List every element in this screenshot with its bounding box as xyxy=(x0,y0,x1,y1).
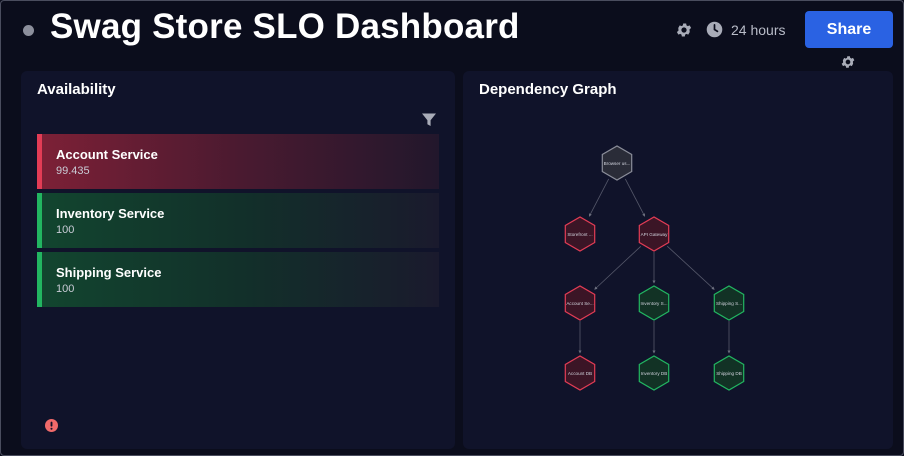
dependency-graph-title: Dependency Graph xyxy=(479,81,617,98)
graph-edge xyxy=(624,178,646,217)
page-title: Swag Store SLO Dashboard xyxy=(50,7,520,46)
node-hexagon xyxy=(601,145,633,181)
graph-node-api[interactable]: API Gateway xyxy=(638,216,670,252)
service-value: 99.435 xyxy=(56,165,90,177)
availability-title: Availability xyxy=(37,81,116,98)
node-label: Shipping DB xyxy=(716,371,742,376)
service-row-inventory[interactable]: Inventory Service 100 xyxy=(37,193,439,248)
node-hexagon xyxy=(713,355,745,391)
alert-icon[interactable] xyxy=(45,419,58,432)
graph-node-inventory-db[interactable]: Inventory DB xyxy=(638,355,670,391)
clock-icon[interactable] xyxy=(706,21,723,38)
time-range-selector[interactable]: 24 hours xyxy=(731,22,786,38)
dependency-graph: Browser us... Storefront ... API Gateway Ac… xyxy=(564,145,745,391)
node-label: Shipping S... xyxy=(716,301,742,306)
dependency-graph-panel: Dependency Graph Browser us... Storefront… xyxy=(463,71,893,449)
service-list: Account Service 99.435 Inventory Service… xyxy=(37,134,439,311)
share-button[interactable]: Share xyxy=(805,11,893,48)
graph-node-shipping[interactable]: Shipping S... xyxy=(713,285,745,321)
node-hexagon xyxy=(638,216,670,252)
graph-node-account[interactable]: Account Se... xyxy=(564,285,596,321)
gear-icon[interactable] xyxy=(675,21,693,39)
service-value: 100 xyxy=(56,224,75,236)
node-label: Storefront ... xyxy=(567,232,592,237)
graph-edge xyxy=(594,245,642,290)
node-label: Inventory S... xyxy=(640,301,667,306)
filter-icon[interactable] xyxy=(422,113,436,127)
node-hexagon xyxy=(713,285,745,321)
node-label: Browser us... xyxy=(604,161,631,166)
graph-node-storefront[interactable]: Storefront ... xyxy=(564,216,596,252)
node-label: Account Se... xyxy=(566,301,593,306)
graph-node-inventory[interactable]: Inventory S... xyxy=(638,285,670,321)
graph-node-shipping-db[interactable]: Shipping DB xyxy=(713,355,745,391)
node-label: Account DB xyxy=(568,371,592,376)
node-hexagon xyxy=(638,285,670,321)
node-hexagon xyxy=(564,285,596,321)
service-row-account[interactable]: Account Service 99.435 xyxy=(37,134,439,189)
node-label: API Gateway xyxy=(641,232,669,237)
node-hexagon xyxy=(564,355,596,391)
status-dot xyxy=(23,25,34,36)
service-name: Shipping Service xyxy=(56,265,162,280)
dashboard-header: Swag Store SLO Dashboard 24 hours Share xyxy=(1,1,903,68)
node-hexagon xyxy=(564,216,596,252)
node-label: Inventory DB xyxy=(641,371,668,376)
graph-edge xyxy=(588,178,610,217)
service-name: Account Service xyxy=(56,147,158,162)
gear-icon[interactable] xyxy=(840,54,856,70)
graph-node-account-db[interactable]: Account DB xyxy=(564,355,596,391)
service-row-shipping[interactable]: Shipping Service 100 xyxy=(37,252,439,307)
service-value: 100 xyxy=(56,283,75,295)
availability-panel: Availability Account Service 99.435 Inve… xyxy=(21,71,455,449)
service-name: Inventory Service xyxy=(56,206,165,221)
graph-edge xyxy=(666,245,715,290)
graph-node-browser[interactable]: Browser us... xyxy=(601,145,633,181)
node-hexagon xyxy=(638,355,670,391)
